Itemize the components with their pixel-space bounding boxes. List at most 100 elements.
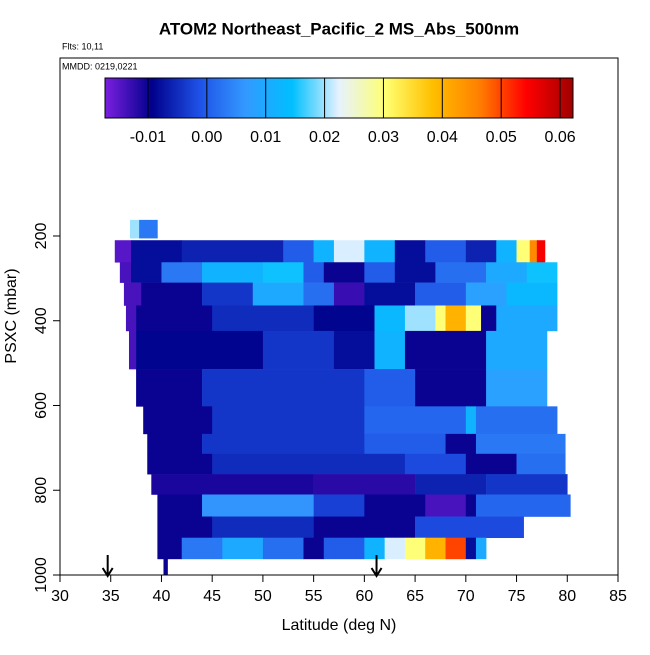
cell <box>415 474 487 495</box>
cell <box>475 433 566 455</box>
cell <box>163 558 168 576</box>
cell <box>212 453 406 475</box>
cell <box>529 240 538 263</box>
cell <box>364 282 416 306</box>
cell <box>435 305 446 332</box>
cell <box>445 537 467 560</box>
cell <box>161 262 203 283</box>
cell <box>445 305 467 332</box>
cell <box>141 282 203 306</box>
cell <box>364 494 426 517</box>
colorbar-tick-label: 0.05 <box>486 129 517 146</box>
y-tick-label: 800 <box>33 477 50 504</box>
cell <box>374 305 406 332</box>
cell <box>252 282 304 306</box>
cell <box>364 262 396 283</box>
cell <box>404 330 487 370</box>
cell <box>222 537 264 560</box>
cell <box>303 282 335 306</box>
cell <box>526 262 558 283</box>
cell <box>262 537 304 560</box>
cell <box>415 369 487 407</box>
cell <box>415 282 467 306</box>
cell <box>283 240 314 263</box>
cell <box>465 282 507 306</box>
x-tick-label: 50 <box>254 588 272 605</box>
cell <box>496 305 558 332</box>
cell <box>313 516 416 539</box>
x-tick-label: 45 <box>203 588 221 605</box>
cell <box>404 453 467 475</box>
x-tick-label: 30 <box>51 588 69 605</box>
cell <box>425 537 446 560</box>
colorbar-tick-label: -0.01 <box>130 129 167 146</box>
cell <box>157 516 213 539</box>
flight-arrow <box>370 555 383 578</box>
cell <box>181 240 284 263</box>
cell <box>465 305 482 332</box>
cell <box>303 537 325 560</box>
cell <box>119 262 132 283</box>
cell <box>425 494 467 517</box>
cell <box>123 282 142 306</box>
cell <box>486 474 568 495</box>
cell <box>333 240 365 263</box>
x-tick-label: 65 <box>406 588 424 605</box>
cell <box>394 240 426 263</box>
cell <box>128 330 137 370</box>
cell <box>202 494 314 517</box>
x-tick-label: 70 <box>457 588 475 605</box>
y-axis-label: PSXC (mbar) <box>3 268 20 363</box>
cell <box>114 240 132 263</box>
cell <box>313 494 365 517</box>
dates-note: MMDD: 0219,0221 <box>62 61 138 71</box>
cell <box>139 219 158 239</box>
cell <box>465 537 477 560</box>
colorbar-tick-label: 0.04 <box>427 129 458 146</box>
x-tick-label: 80 <box>558 588 576 605</box>
cell <box>136 330 264 370</box>
cell <box>143 406 213 435</box>
cell <box>303 262 325 283</box>
cell <box>465 494 477 517</box>
cell <box>475 494 571 517</box>
cell <box>313 474 416 495</box>
cell <box>374 330 406 370</box>
cell <box>415 516 524 539</box>
cell <box>323 262 365 283</box>
cell <box>202 282 254 306</box>
cell <box>151 474 314 495</box>
cell <box>536 240 546 263</box>
flights-note: Flts: 10,11 <box>62 41 103 51</box>
cell <box>486 369 548 407</box>
cell <box>465 406 477 435</box>
cell <box>136 305 213 332</box>
cell <box>262 330 335 370</box>
colorbar-tick-label: 0.02 <box>309 129 340 146</box>
cell <box>262 262 304 283</box>
cell <box>333 282 365 306</box>
cell <box>136 369 203 407</box>
cell <box>130 219 140 239</box>
x-tick-label: 60 <box>355 588 373 605</box>
cell <box>475 537 487 560</box>
cell <box>384 537 406 560</box>
flight-arrow <box>101 555 114 578</box>
cell <box>404 305 436 332</box>
cell <box>425 240 467 263</box>
x-axis-label: Latitude (deg N) <box>282 617 397 634</box>
cell <box>364 433 446 455</box>
cell <box>313 305 375 332</box>
cell <box>125 305 137 332</box>
y-tick-label: 200 <box>33 223 50 250</box>
cell <box>157 537 183 560</box>
cell <box>496 240 517 263</box>
cell <box>202 433 365 455</box>
y-tick-label: 400 <box>33 307 50 334</box>
cell <box>404 537 426 560</box>
cell <box>131 262 162 283</box>
cell <box>481 305 497 332</box>
x-tick-label: 85 <box>609 588 627 605</box>
colorbar-tick-label: 0.00 <box>191 129 222 146</box>
